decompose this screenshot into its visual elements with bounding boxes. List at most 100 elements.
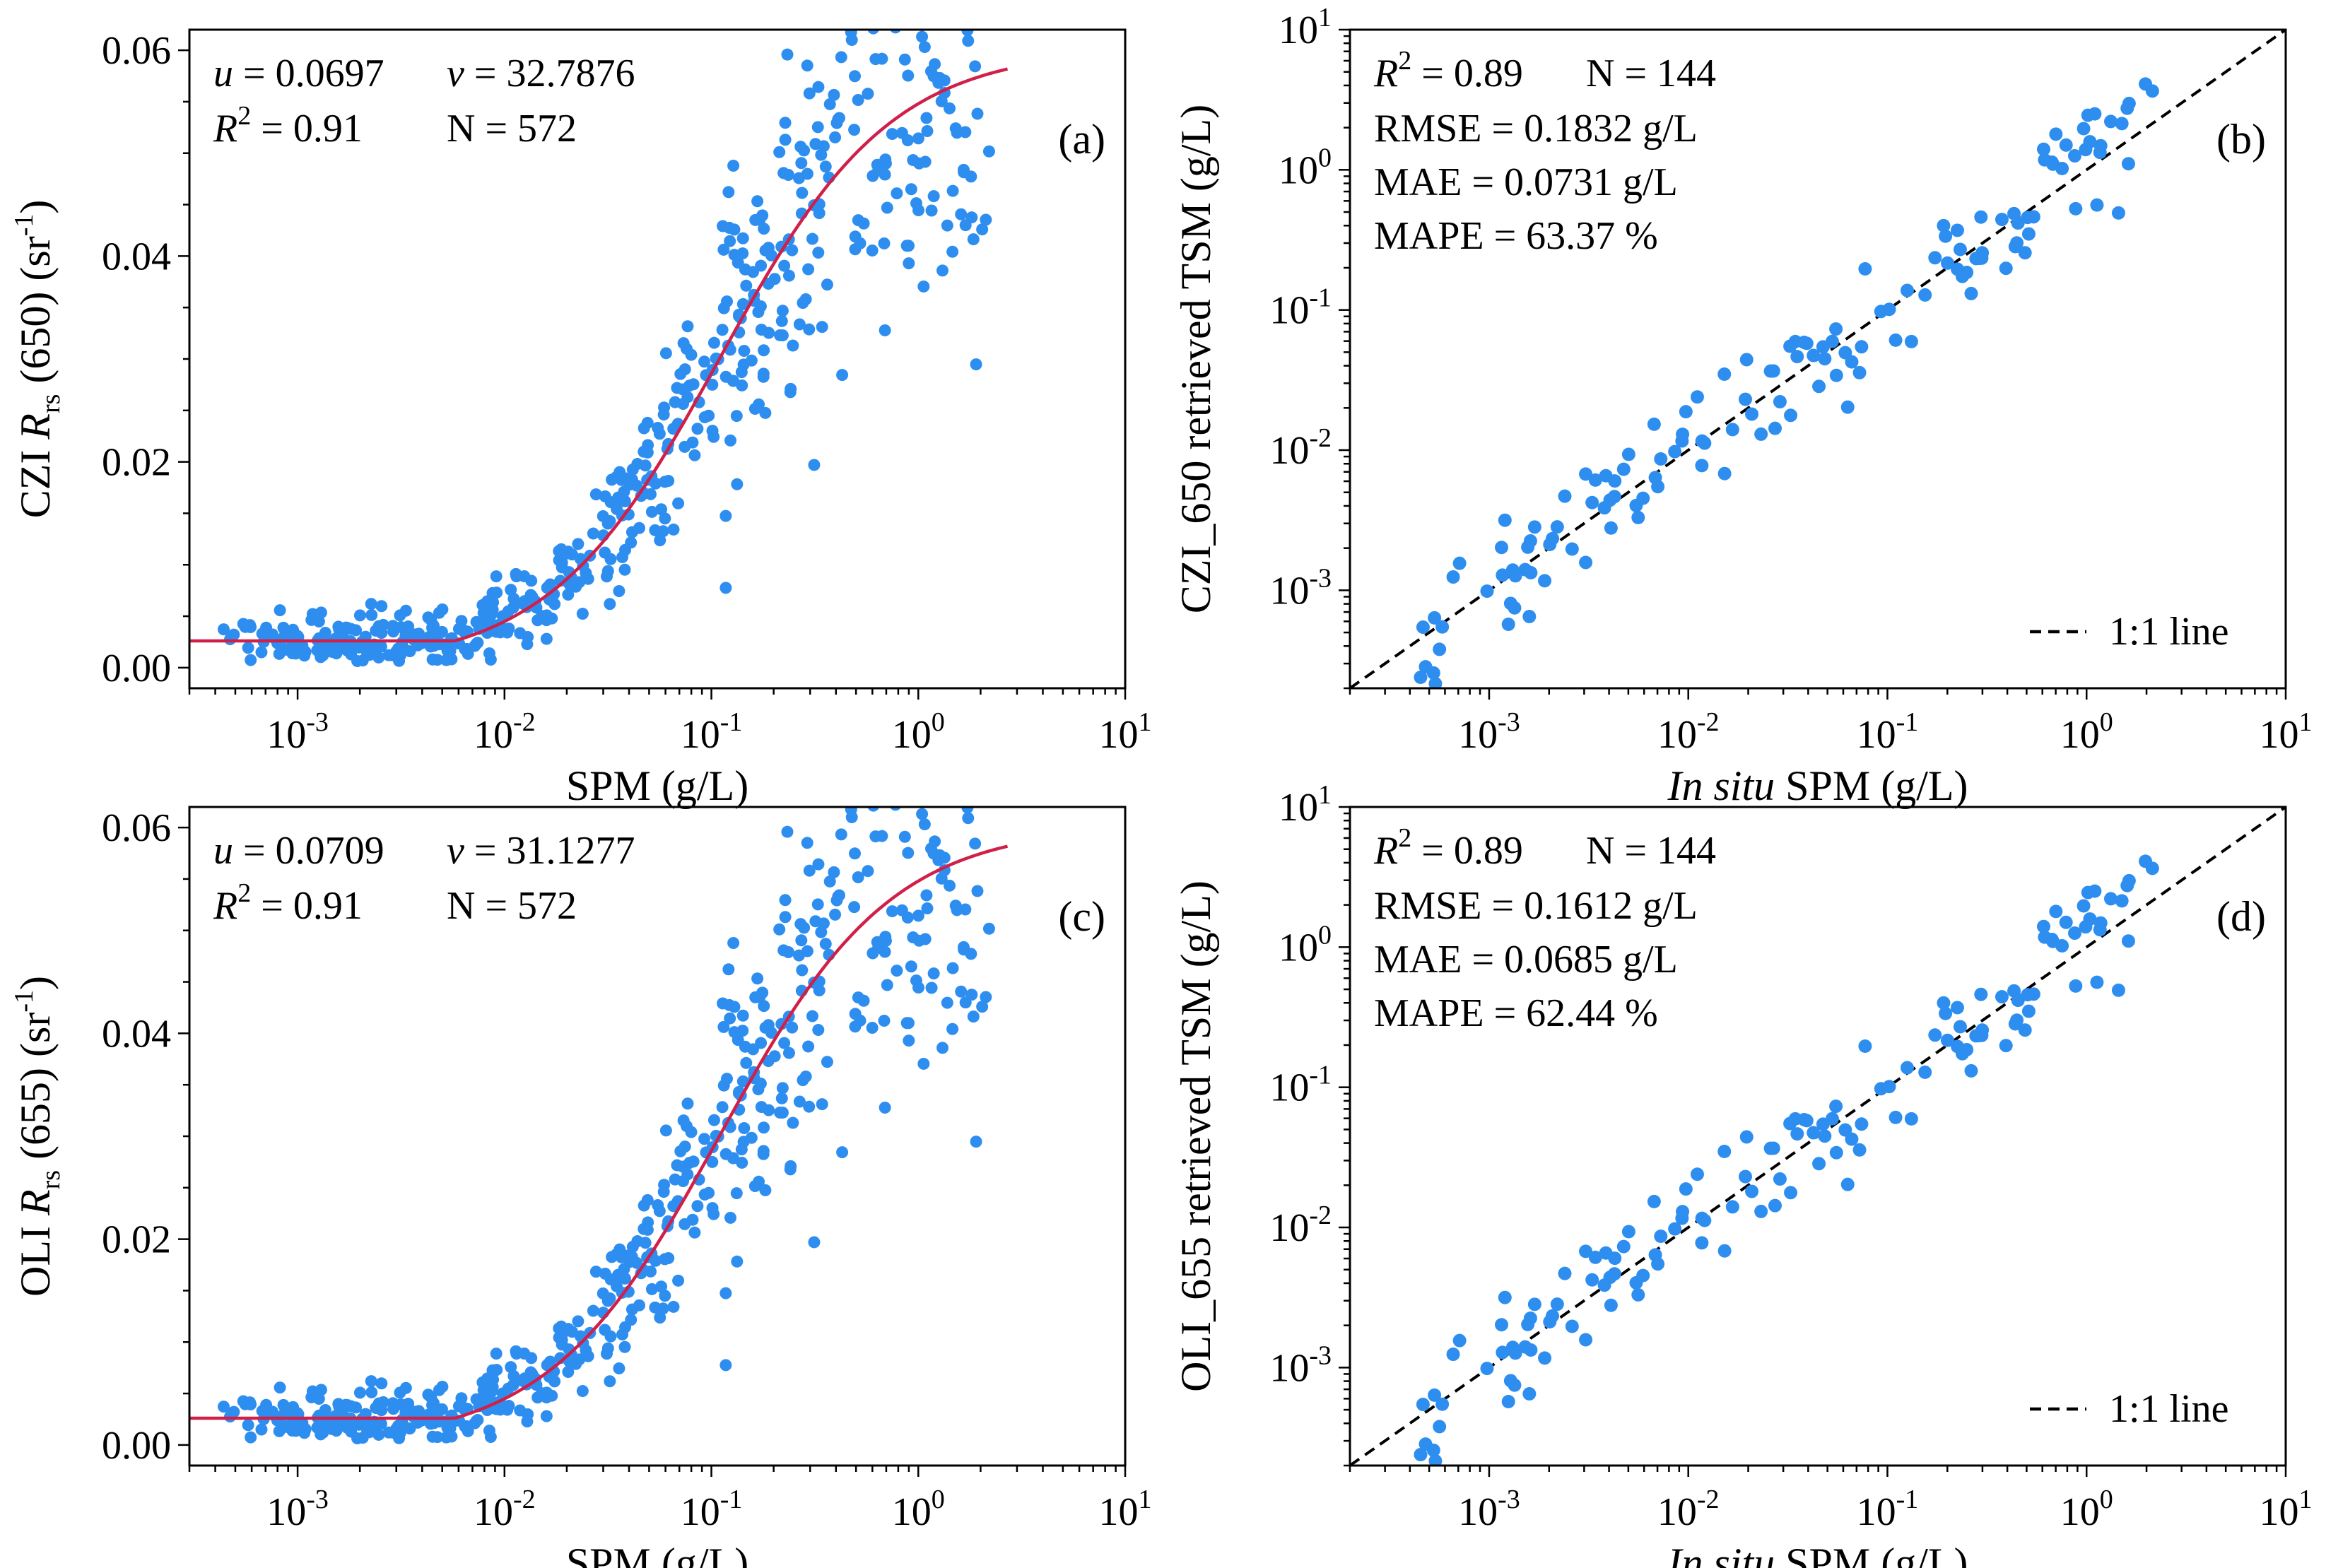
data-point	[982, 145, 995, 158]
data-point	[2093, 146, 2107, 160]
data-point	[2021, 1004, 2036, 1018]
data-point	[1426, 1443, 1440, 1457]
data-point	[801, 837, 813, 849]
data-point	[1745, 407, 1759, 421]
x-tick-label: 10-1	[1857, 1485, 1919, 1534]
data-point	[848, 124, 861, 136]
data-point	[917, 280, 930, 293]
data-point	[1812, 379, 1826, 394]
data-point	[1717, 466, 1732, 481]
data-point	[1651, 1257, 1665, 1271]
data-point	[1565, 1319, 1579, 1333]
data-point	[803, 323, 816, 336]
plot-area	[1350, 807, 2286, 1466]
data-point	[1739, 1130, 1754, 1144]
data-point	[970, 702, 982, 714]
data-point	[802, 1040, 815, 1053]
data-point	[754, 1078, 767, 1090]
data-point	[935, 872, 948, 885]
data-point	[1840, 1177, 1855, 1191]
data-point	[1695, 1236, 1709, 1250]
data-point	[1435, 1397, 1450, 1411]
data-point	[1676, 1205, 1690, 1219]
data-point	[719, 509, 732, 522]
data-point	[881, 979, 893, 991]
axes-frame	[1349, 806, 2287, 1467]
data-point	[387, 1397, 399, 1410]
data-point	[1585, 1273, 1599, 1287]
data-point	[242, 1419, 254, 1432]
data-point	[518, 570, 531, 583]
data-point	[1676, 428, 1690, 442]
data-point	[224, 1410, 237, 1423]
data-point	[728, 223, 741, 236]
data-point	[1524, 1343, 1538, 1357]
data-point	[287, 623, 300, 636]
data-point	[903, 1034, 915, 1047]
data-point	[1918, 1065, 1932, 1079]
data-point	[1651, 480, 1665, 494]
data-point	[1940, 1033, 1954, 1047]
data-point	[921, 902, 934, 915]
data-point	[1953, 1020, 1967, 1034]
data-point	[738, 344, 751, 357]
data-point	[659, 1124, 672, 1137]
data-point	[878, 1015, 891, 1027]
data-point	[1480, 584, 1494, 599]
data-point	[975, 666, 987, 678]
data-point	[659, 512, 671, 525]
data-point	[2067, 149, 2081, 163]
data-point	[2139, 77, 2153, 91]
data-point	[717, 302, 730, 314]
data-point	[946, 245, 959, 258]
data-point	[1773, 1172, 1787, 1186]
data-point	[1882, 302, 1896, 317]
data-point	[959, 219, 972, 232]
data-point	[867, 947, 879, 960]
data-point	[2059, 138, 2073, 152]
x-tick-label: 10-3	[1458, 707, 1520, 757]
data-point	[2055, 939, 2069, 953]
data-point	[580, 1344, 592, 1357]
data-point	[486, 1381, 499, 1393]
data-point	[1505, 1340, 1520, 1355]
data-point	[1738, 392, 1752, 406]
data-point	[662, 475, 675, 488]
data-point	[740, 1056, 753, 1069]
data-point	[1654, 1230, 1668, 1244]
data-point	[717, 220, 729, 232]
data-point	[698, 355, 711, 368]
data-point	[867, 30, 879, 35]
data-point	[674, 367, 687, 380]
data-point	[659, 1290, 671, 1302]
data-point	[2121, 934, 2135, 948]
data-point	[777, 944, 790, 957]
data-point	[490, 1348, 503, 1360]
data-point	[469, 639, 481, 652]
data-point	[1768, 1198, 1782, 1213]
data-point	[601, 517, 614, 530]
data-point	[814, 0, 826, 1]
data-point	[287, 1401, 300, 1413]
data-point	[658, 401, 671, 414]
data-point	[902, 69, 915, 82]
data-point	[1501, 618, 1515, 632]
data-point	[835, 51, 847, 64]
data-point	[524, 589, 537, 601]
data-point	[311, 644, 324, 656]
data-point	[736, 1009, 749, 1022]
data-point	[828, 88, 840, 101]
data-point	[353, 641, 365, 654]
data-point	[1616, 1239, 1631, 1254]
data-point	[1999, 1039, 2013, 1053]
data-point	[1882, 1080, 1896, 1094]
data-point	[728, 249, 741, 261]
y-axis-label: CZI_650 retrieved TSM (g/L)	[1173, 105, 1219, 613]
data-points	[217, 0, 995, 668]
data-point	[425, 614, 437, 627]
data-point	[679, 1218, 691, 1230]
data-point	[266, 1405, 278, 1418]
data-point	[809, 138, 822, 151]
data-point	[724, 434, 737, 447]
data-point	[717, 1079, 730, 1092]
